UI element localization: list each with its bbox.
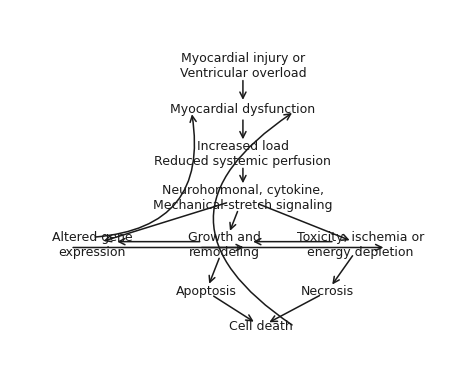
- Text: Myocardial dysfunction: Myocardial dysfunction: [170, 103, 316, 117]
- Text: Myocardial injury or
Ventricular overload: Myocardial injury or Ventricular overloa…: [180, 52, 306, 80]
- Text: Growth and
remodeling: Growth and remodeling: [188, 231, 261, 258]
- Text: Neurohormonal, cytokine,
Mechanical-stretch signaling: Neurohormonal, cytokine, Mechanical-stre…: [153, 184, 333, 212]
- Text: Increased load
Reduced systemic perfusion: Increased load Reduced systemic perfusio…: [155, 140, 331, 168]
- Text: Altered gene
expression: Altered gene expression: [52, 231, 133, 258]
- Text: Toxicity, ischemia or
energy depletion: Toxicity, ischemia or energy depletion: [297, 231, 424, 258]
- Text: Necrosis: Necrosis: [301, 285, 354, 298]
- Text: Apoptosis: Apoptosis: [176, 285, 237, 298]
- Text: Cell death: Cell death: [229, 320, 293, 333]
